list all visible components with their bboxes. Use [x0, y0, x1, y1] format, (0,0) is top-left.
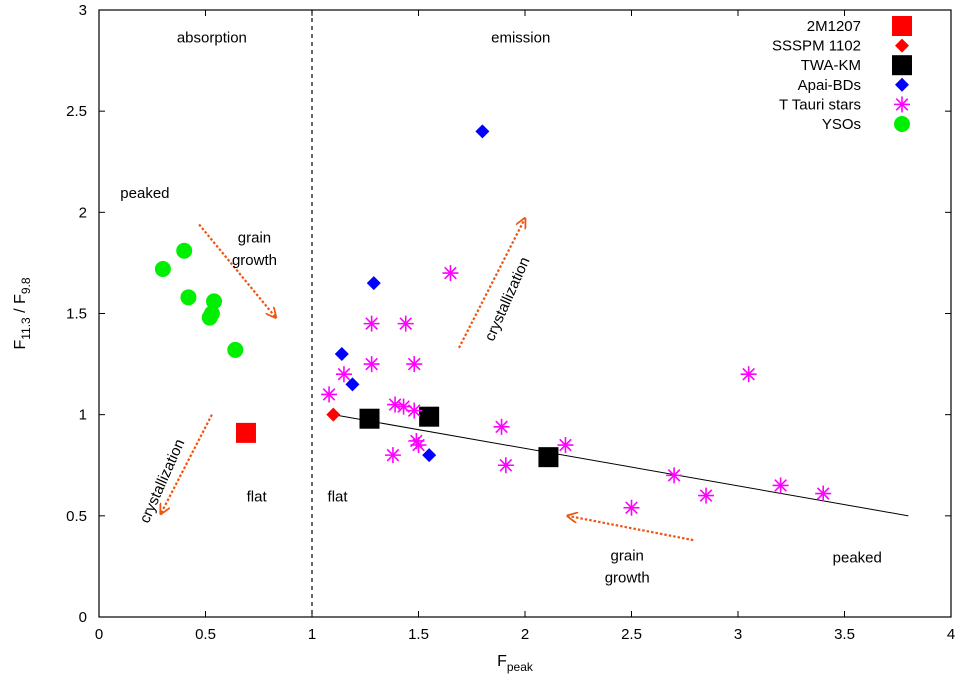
apai-bds-point-3 [334, 346, 349, 361]
annotation-absorption-1: absorption [177, 29, 247, 46]
x-axis-label: Fpeak [497, 653, 534, 674]
annotation-growth-11: growth [605, 570, 650, 587]
t-tauri-stars-point-2 [363, 315, 380, 332]
t-tauri-stars-point-10 [406, 402, 423, 419]
twa-km-point-2 [419, 406, 440, 427]
ysos-point-6 [201, 309, 218, 326]
annotation-flat-9: flat [328, 489, 349, 506]
annotation-crystallization-6: crystallization [481, 255, 533, 344]
trend-arrow-1 [198, 223, 276, 317]
annotation-grain-10: grain [611, 547, 644, 564]
legend-label-ssspm-1102: SSSPM 1102 [772, 38, 861, 55]
annotation-peaked-3: peaked [120, 185, 169, 202]
fit-line-layer [333, 414, 909, 517]
y-tick-label: 1 [79, 407, 87, 424]
t-tauri-stars-point-18 [666, 467, 683, 484]
y-tick-label: 2.5 [66, 103, 87, 120]
x-tick-label: 3 [734, 626, 742, 643]
annotation-grain-4: grain [238, 230, 271, 247]
x-tick-label: 3.5 [834, 626, 855, 643]
annotation-growth-5: growth [232, 252, 277, 269]
t-tauri-stars-point-13 [384, 447, 401, 464]
points-layer [154, 124, 832, 516]
t-tauri-stars-point-1 [442, 265, 459, 282]
t-tauri-stars-point-5 [406, 356, 423, 373]
legend-marker-ysos [894, 116, 910, 132]
t-tauri-stars-point-14 [493, 418, 510, 435]
series-ssspm-1102 [326, 407, 341, 422]
legend-label-t-tauri-stars: T Tauri stars [779, 96, 861, 113]
x-tick-label: 0.5 [195, 626, 216, 643]
legend: 2M1207 SSSPM 1102 TWA-KM Apai-BDs T Tauri st… [772, 16, 912, 133]
legend-marker-t-tauri-stars [894, 96, 910, 113]
y-tick-label: 3 [79, 2, 87, 19]
x-tick-label: 1.5 [408, 626, 429, 643]
legend-marker-2m1207 [892, 16, 912, 36]
ysos-point-4 [206, 293, 223, 310]
legend-marker-twa-km [892, 55, 912, 76]
t-tauri-stars-point-16 [557, 437, 574, 454]
trend-arrow-2 [457, 218, 525, 349]
twa-km-point-3 [538, 447, 559, 468]
ysos-point-1 [154, 260, 171, 277]
t-tauri-stars-point-19 [698, 487, 715, 504]
trend-arrow-3 [161, 414, 213, 514]
series-t-tauri-stars [321, 265, 832, 516]
ysos-point-2 [176, 242, 193, 259]
legend-marker-ssspm-1102 [895, 38, 909, 53]
series-twa-km [359, 406, 559, 468]
t-tauri-stars-point-12 [410, 437, 427, 454]
t-tauri-stars-point-17 [740, 366, 757, 383]
y-tick-label: 1.5 [66, 306, 87, 323]
trend-arrow-4 [568, 516, 694, 542]
apai-bds-point-4 [345, 377, 360, 392]
t-tauri-stars-point-7 [321, 386, 338, 403]
apai-bds-point-5 [422, 448, 437, 463]
y-tick-label: 2 [79, 204, 87, 221]
x-tick-label: 1 [308, 626, 316, 643]
annotation-layer: absorption emission peaked grain growth cryst… [120, 29, 882, 586]
fit-line [333, 414, 909, 517]
axis-labels: Fpeak F11.3 / F9.8 [12, 277, 534, 674]
apai-bds-point-1 [475, 124, 490, 139]
ysos-point-3 [180, 289, 197, 306]
x-tick-label: 2 [521, 626, 529, 643]
y-tick-label: 0.5 [66, 508, 87, 525]
y-tick-label: 0 [79, 609, 87, 626]
ssspm-1102-point-1 [326, 407, 341, 422]
t-tauri-stars-point-15 [497, 457, 514, 474]
t-tauri-stars-point-8 [387, 396, 404, 413]
t-tauri-stars-point-21 [772, 477, 789, 494]
annotation-peaked-12: peaked [833, 549, 882, 566]
legend-label-apai-bds: Apai-BDs [798, 77, 861, 94]
x-tick-label: 0 [95, 626, 103, 643]
ysos-point-7 [227, 341, 244, 358]
series-2m1207 [235, 422, 256, 443]
axes-layer: 0 0.5 1 1.5 2 2.5 3 3.5 4 0 0.5 1 1.5 2 2.5 3 [66, 2, 955, 643]
annotation-emission-2: emission [491, 29, 550, 46]
t-tauri-stars-point-6 [335, 366, 352, 383]
x-tick-label: 2.5 [621, 626, 642, 643]
twa-km-point-1 [359, 408, 380, 429]
t-tauri-stars-point-20 [623, 499, 640, 516]
x-tick-label: 4 [947, 626, 955, 643]
legend-marker-apai-bds [895, 77, 909, 92]
t-tauri-stars-point-3 [397, 315, 414, 332]
t-tauri-stars-point-4 [363, 356, 380, 373]
arrow-layer [161, 218, 694, 542]
y-axis-label: F11.3 / F9.8 [12, 277, 33, 349]
2m1207-point-1 [235, 422, 256, 443]
series-apai-bds [334, 124, 490, 463]
legend-label-2m1207: 2M1207 [807, 18, 861, 35]
legend-label-twa-km: TWA-KM [801, 57, 861, 74]
apai-bds-point-2 [366, 276, 381, 291]
annotation-flat-8: flat [247, 489, 268, 506]
legend-label-ysos: YSOs [822, 116, 861, 133]
t-tauri-stars-point-22 [815, 485, 832, 502]
series-ysos [154, 242, 244, 358]
